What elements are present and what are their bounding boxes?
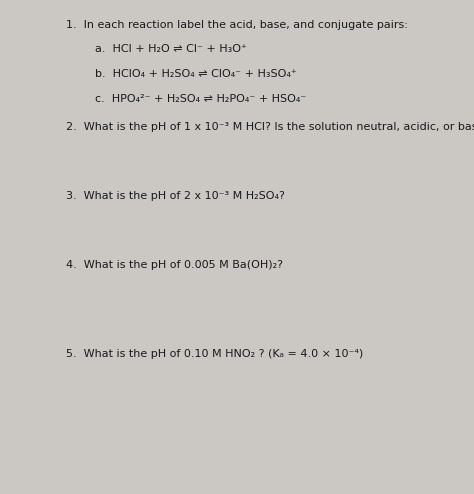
Text: 2.  What is the pH of 1 x 10⁻³ M HCl? Is the solution neutral, acidic, or basic?: 2. What is the pH of 1 x 10⁻³ M HCl? Is … <box>66 122 474 131</box>
Text: 3.  What is the pH of 2 x 10⁻³ M H₂SO₄?: 3. What is the pH of 2 x 10⁻³ M H₂SO₄? <box>66 191 285 201</box>
Text: b.  HClO₄ + H₂SO₄ ⇌ ClO₄⁻ + H₃SO₄⁺: b. HClO₄ + H₂SO₄ ⇌ ClO₄⁻ + H₃SO₄⁺ <box>95 69 297 79</box>
Text: a.  HCl + H₂O ⇌ Cl⁻ + H₃O⁺: a. HCl + H₂O ⇌ Cl⁻ + H₃O⁺ <box>95 44 246 54</box>
Text: 5.  What is the pH of 0.10 M HNO₂ ? (Kₐ = 4.0 × 10⁻⁴): 5. What is the pH of 0.10 M HNO₂ ? (Kₐ =… <box>66 349 364 359</box>
Text: 1.  In each reaction label the acid, base, and conjugate pairs:: 1. In each reaction label the acid, base… <box>66 20 408 30</box>
Text: 4.  What is the pH of 0.005 M Ba(OH)₂?: 4. What is the pH of 0.005 M Ba(OH)₂? <box>66 260 283 270</box>
Text: c.  HPO₄²⁻ + H₂SO₄ ⇌ H₂PO₄⁻ + HSO₄⁻: c. HPO₄²⁻ + H₂SO₄ ⇌ H₂PO₄⁻ + HSO₄⁻ <box>95 94 306 104</box>
